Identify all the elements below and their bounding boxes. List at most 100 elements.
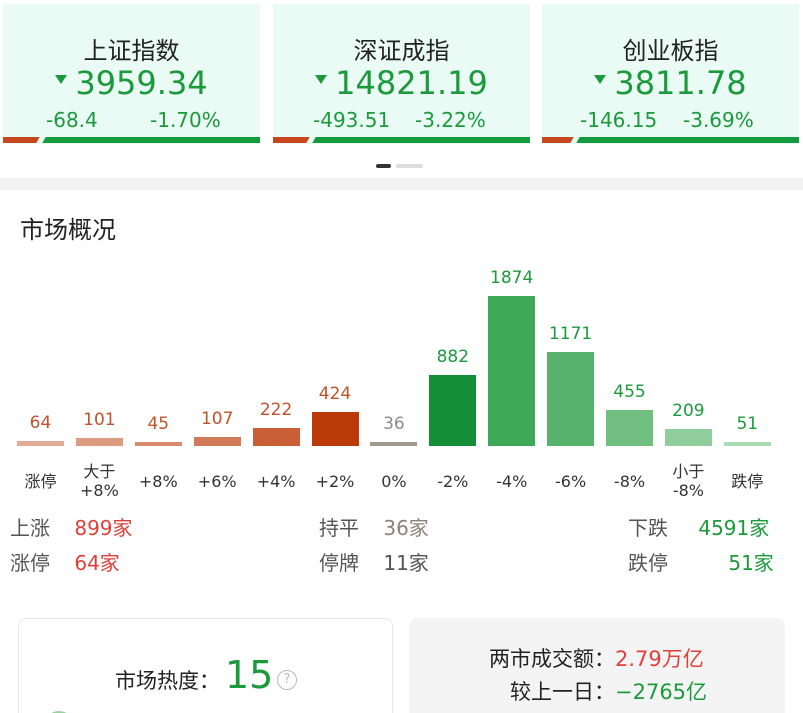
index-cards: 上证指数 3959.34 -68.4 -1.70% 深证成指 14821.19 … [0,0,803,178]
chart-category-label: -8% [613,472,646,491]
chart-value-label: 1171 [548,324,593,345]
stat-limit-up-value: 64家 [74,551,120,575]
chart-value-label: 209 [672,401,705,422]
chart-bar [75,437,123,446]
heat-value: 15 [225,653,274,697]
chart-value-label: 101 [83,409,116,430]
index-name: 深证成指 [353,37,450,65]
question-icon[interactable]: ? [277,670,297,690]
market-distribution-chart: 64 涨停 101 大于 +8% 45 +8% 107 +6% 222 +4% 424 +2% 36 0% 8… [0,255,803,505]
turnover-panel[interactable]: 两市成交额：2.79万亿 较上一日：−2765亿 [409,618,785,713]
chart-value-label: 45 [147,414,170,434]
index-card-shenzhen[interactable]: 深证成指 14821.19 -493.51 -3.22% [273,4,530,144]
stat-limit-down-value: 51家 [728,551,774,575]
chart-bar [606,409,653,446]
stat-halt-value: 11家 [383,551,429,575]
index-change-pct: -1.70% [150,108,221,132]
chart-bar [311,412,359,446]
turnover-compare-value: −2765亿 [615,680,708,704]
chart-category-label: 0% [381,472,407,491]
chart-value-label: 424 [318,384,352,405]
chart-bar [723,441,771,446]
down-triangle-icon [55,74,68,84]
index-price-row: 3959.34 [3,64,260,102]
index-change: -493.51 [313,108,391,132]
chart-value-label: 1874 [490,268,534,288]
stat-up-label: 上涨 [10,516,50,540]
chart-value-label: 222 [259,400,293,421]
market-heat-panel[interactable]: 市场热度： 15 ? [18,618,393,713]
index-change: -68.4 [46,108,98,132]
index-card-shanghai[interactable]: 上证指数 3959.34 -68.4 -1.70% [3,4,260,144]
stat-down: 下跌 4591家 [628,512,769,541]
turnover-compare-row: 较上一日：−2765亿 [510,676,707,706]
index-price: 3959.34 [75,64,208,102]
turnover-compare-label: 较上一日： [510,680,615,704]
chart-category-label: 小于 -8% [672,462,705,500]
chart-bar [134,442,182,446]
chart-bar [429,375,477,446]
updown-ratio-bar [273,136,530,144]
chart-category-label: 大于 +8% [79,462,119,500]
chart-category-label: -6% [555,472,587,491]
chart-bar [547,352,595,446]
index-price: 14821.19 [335,64,488,102]
up-portion [3,137,39,143]
chart-category-label: 涨停 [24,472,57,491]
chart-value-label: 51 [736,413,759,434]
index-name: 上证指数 [83,37,180,65]
up-portion [273,137,309,143]
chart-category-label: +8% [138,472,178,491]
index-card-chinext[interactable]: 创业板指 3811.78 -146.15 -3.69% [542,4,799,144]
index-change-pct: -3.69% [683,108,754,132]
index-change-pct: -3.22% [415,108,486,132]
stat-limit-down: 跌停 51家 [628,547,774,576]
chart-category-label: -4% [496,472,528,491]
index-price: 3811.78 [614,64,747,102]
down-triangle-icon [594,74,607,84]
chart-bar [252,428,300,446]
turnover-row: 两市成交额：2.79万亿 [489,643,704,673]
section-title: 市场概况 [20,216,116,244]
stat-flat-label: 持平 [319,516,359,540]
updown-ratio-bar [3,136,260,144]
stat-limit-up: 涨停 64家 [10,547,120,576]
chart-category-label: 跌停 [731,472,764,491]
stat-up: 上涨 899家 [10,512,133,541]
turnover-label: 两市成交额： [489,647,615,671]
chart-bar [193,437,241,446]
index-name: 创业板指 [622,37,719,65]
chart-category-label: +4% [256,472,296,491]
turnover-value: 2.79万亿 [615,647,704,671]
stat-limit-down-label: 跌停 [628,551,668,575]
chart-bar [488,296,536,446]
updown-ratio-bar [542,136,799,144]
chart-value-label: 455 [613,381,646,402]
stat-flat: 持平 36家 [319,512,429,541]
heat-label: 市场热度： [115,669,220,693]
stat-halt: 停牌 11家 [319,547,429,576]
stat-down-label: 下跌 [628,516,668,540]
stat-down-value: 4591家 [698,516,770,540]
chart-bar [17,440,64,446]
index-price-row: 14821.19 [273,64,530,102]
stat-halt-label: 停牌 [319,551,359,575]
carousel-dot[interactable] [396,164,423,168]
chart-bar [664,429,712,446]
stat-flat-value: 36家 [383,516,429,540]
stat-up-value: 899家 [74,516,133,540]
chart-bar [370,442,418,446]
section-separator [0,178,803,190]
chart-value-label: 882 [436,347,470,368]
index-price-row: 3811.78 [542,64,799,102]
chart-value-label: 107 [200,409,234,430]
carousel-dot-active[interactable] [376,164,391,168]
chart-category-label: +6% [197,472,237,491]
stat-limit-up-label: 涨停 [10,551,50,575]
chart-category-label: +2% [315,472,355,491]
down-triangle-icon [315,74,328,84]
chart-value-label: 64 [29,412,52,433]
index-change: -146.15 [580,108,658,132]
up-portion [542,137,573,143]
chart-category-label: -2% [437,472,469,491]
